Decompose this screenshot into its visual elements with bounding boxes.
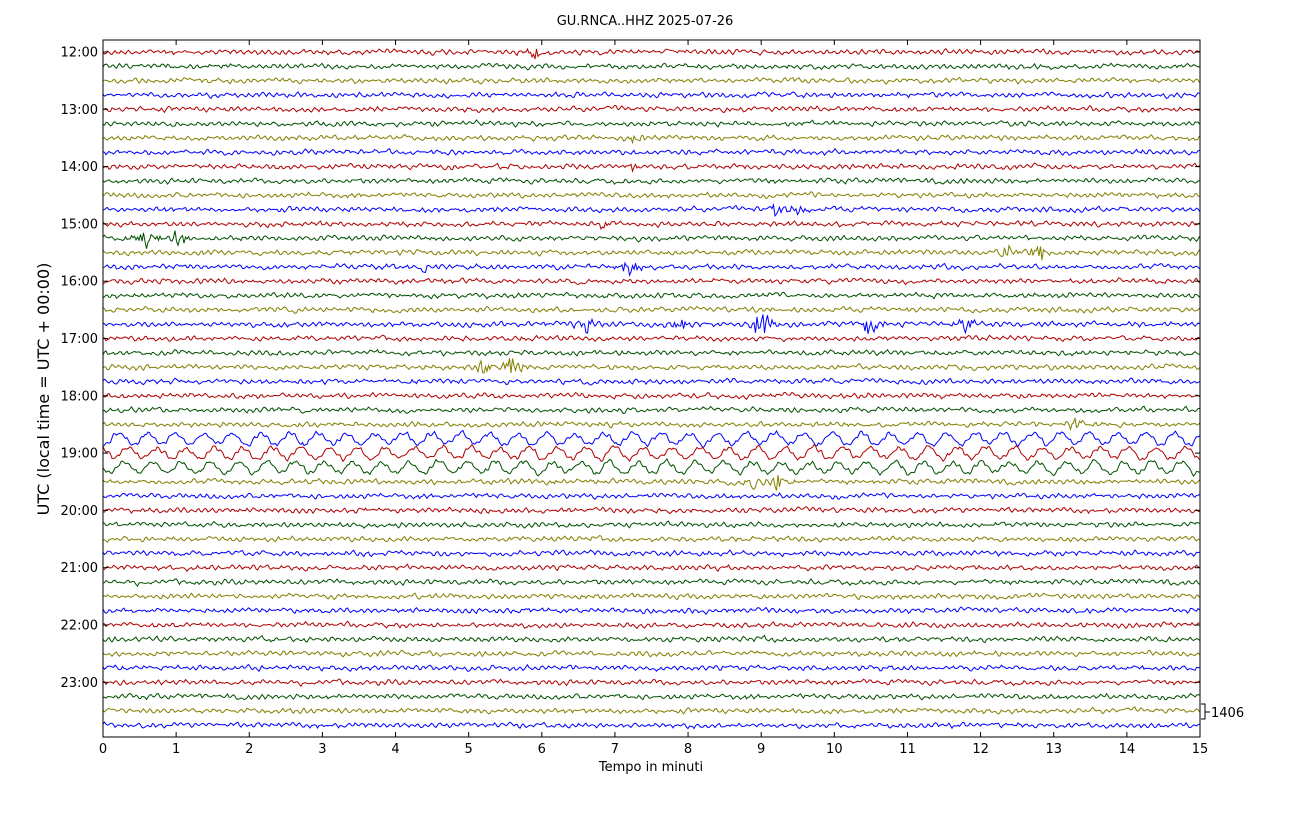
trace-line [103,49,1200,59]
trace-line [103,593,1200,599]
plot-frame [103,40,1200,737]
x-tick-label: 3 [318,742,326,757]
trace-line [103,246,1200,261]
x-axis-ticks: 0 1 2 3 4 5 6 7 8 9 10 11 12 13 14 15 [99,40,1208,757]
scale-bar [1201,704,1210,719]
trace-line [103,550,1200,556]
x-tick-label: 1 [172,742,180,757]
trace-line [103,63,1200,70]
x-tick-label: 12 [972,742,989,757]
x-tick-label: 5 [465,742,473,757]
trace-line [103,120,1200,127]
trace-line [103,521,1200,528]
trace-line [103,707,1200,714]
y-tick-label: 18:00 [61,389,98,404]
trace-line [103,178,1200,184]
y-tick-label: 19:00 [61,447,98,462]
trace-line [103,292,1200,298]
trace-line [103,392,1200,399]
trace-line [103,315,1200,334]
trace-line [103,579,1200,586]
trace-line [103,406,1200,413]
y-tick-label: 17:00 [61,332,98,347]
trace-line [103,665,1200,672]
y-tick-label: 16:00 [61,275,98,290]
trace-line [103,493,1200,499]
trace-group [103,49,1200,729]
x-axis-label: Tempo in minuti [598,760,703,775]
x-tick-label: 8 [684,742,692,757]
trace-line [103,278,1200,285]
trace-line [103,507,1200,514]
trace-line [103,163,1200,171]
trace-line [103,221,1200,229]
x-tick-label: 0 [99,742,107,757]
trace-line [103,431,1200,448]
trace-line [103,607,1200,614]
scale-label: 1406 [1211,706,1244,721]
trace-line [103,475,1200,491]
trace-line [103,350,1200,356]
x-tick-label: 14 [1119,742,1136,757]
trace-line [103,636,1200,643]
trace-line [103,378,1200,385]
y-tick-label: 12:00 [61,46,98,61]
x-tick-label: 13 [1045,742,1062,757]
y-tick-label: 15:00 [61,217,98,232]
y-tick-label: 21:00 [61,561,98,576]
x-tick-label: 10 [826,742,843,757]
x-tick-label: 2 [245,742,253,757]
trace-line [103,92,1200,99]
y-tick-label: 22:00 [61,619,98,634]
trace-line [103,231,1200,249]
x-tick-label: 4 [391,742,399,757]
y-axis-label: UTC (local time = UTC + 00:00) [34,263,53,516]
trace-line [103,77,1200,84]
trace-line [103,105,1200,112]
trace-line [103,135,1200,143]
y-tick-label: 20:00 [61,504,98,519]
trace-line [103,679,1200,686]
y-tick-label: 14:00 [61,160,98,175]
trace-line [103,418,1200,429]
y-tick-label: 23:00 [61,676,98,691]
trace-line [103,358,1200,373]
trace-line [103,307,1200,314]
x-tick-label: 7 [611,742,619,757]
chart-title: GU.RNCA..HHZ 2025-07-26 [557,14,734,29]
x-tick-label: 9 [757,742,765,757]
trace-line [103,205,1200,216]
x-tick-label: 6 [538,742,546,757]
trace-line [103,621,1200,628]
trace-line [103,722,1200,728]
trace-line [103,564,1200,571]
trace-line [103,536,1200,543]
trace-line [103,335,1200,341]
trace-line [103,192,1200,199]
x-tick-label: 15 [1192,742,1209,757]
trace-line [103,459,1200,476]
trace-line [103,694,1200,700]
trace-line [103,149,1200,156]
x-tick-label: 11 [899,742,916,757]
trace-line [103,650,1200,657]
trace-line [103,263,1200,275]
y-tick-label: 13:00 [61,103,98,118]
trace-line [103,445,1200,462]
